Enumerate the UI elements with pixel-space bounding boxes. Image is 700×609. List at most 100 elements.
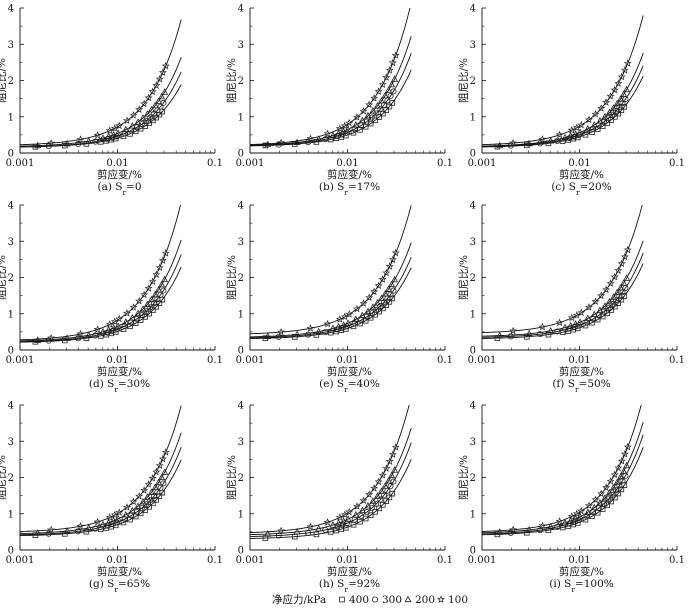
triangle-marker [99,520,107,528]
square-marker [380,501,386,508]
square-marker [137,510,144,517]
chart-panel: 0 1 2 3 4 0.001 0.01 0.1 阻尼比/% 剪应变/%(g) Sr=65% [0,401,223,594]
star-marker [591,495,600,504]
star-marker [323,518,332,526]
star-marker [129,111,138,119]
square-marker [357,518,363,525]
triangle-marker [584,124,592,132]
circle-marker [133,124,140,131]
fit-curve [482,15,644,146]
triangle-marker [329,521,337,528]
circle-marker [387,291,394,298]
triangle-marker [340,517,348,524]
triangle-marker [620,467,628,474]
star-marker [382,73,391,81]
triangle-marker [128,314,136,321]
triangle-marker [143,110,151,117]
triangle-marker [613,288,621,296]
star-marker [370,484,379,492]
x-axis-label: 剪应变/% [559,365,604,378]
fit-curve [20,405,182,532]
triangle-marker [391,275,399,283]
star-marker [110,124,119,132]
triangle-marker [613,99,621,107]
chart-panel: 0 1 2 3 4 0.001 0.01 0.1 阻尼比/% 剪应变/%(e) Sr=40% [225,201,453,394]
circle-marker [92,332,99,339]
triangle-marker [388,280,396,288]
circle-marker [157,103,164,110]
plot-area [482,405,644,538]
triangle-marker [151,483,159,491]
circle-marker [147,497,154,504]
star-marker [614,79,623,87]
star-marker [509,525,518,534]
square-marker [142,507,148,513]
circle-marker [387,93,394,100]
triangle-marker [373,102,381,109]
square-marker [339,596,345,603]
circle-marker [92,525,99,532]
star-marker [572,123,581,132]
triangle-marker [378,487,385,494]
triangle-marker [151,101,159,109]
circle-marker [143,117,150,124]
star-marker [47,333,56,342]
star-marker [597,291,606,300]
star-marker [359,496,368,504]
circle-marker [147,114,154,121]
star-marker [158,256,167,264]
star-marker [93,325,102,333]
circle-marker [537,527,544,534]
triangle-marker [547,136,555,144]
fit-curve [482,405,642,532]
star-marker [591,297,600,305]
y-tick-label: 3 [8,40,14,51]
star-marker [365,490,374,498]
triangle-marker [369,303,377,310]
star-marker [105,126,114,135]
triangle-marker [335,129,343,137]
square-marker [380,110,386,117]
y-tick-label: 0 [238,546,244,557]
chart-panel: 0 1 2 3 4 0.001 0.01 0.1 阻尼比/% 剪应变/%(f) Sr=50% [457,201,685,394]
star-marker [115,508,124,516]
star-marker [614,463,623,472]
triangle-marker [605,297,613,305]
y-tick-label: 1 [238,309,244,320]
triangle-marker [158,92,166,100]
triangle-marker [128,506,136,514]
triangle-marker [378,294,385,302]
x-tick-label: 0.1 [207,555,223,566]
triangle-marker [139,114,147,121]
star-marker [277,138,286,147]
x-tick-label: 0.1 [669,355,685,366]
x-axis-label: 剪应变/% [559,168,604,181]
triangle-marker [155,285,163,293]
star-marker [374,477,383,486]
y-axis-label: 阻尼比/% [457,455,470,500]
circle-marker [377,106,384,113]
triangle-marker [293,330,301,338]
triangle-marker [388,471,396,479]
triangle-marker [85,137,93,144]
triangle-marker [99,327,107,335]
triangle-marker [391,466,399,473]
star-marker [385,262,394,270]
y-tick-label: 4 [238,4,244,15]
y-tick-label: 2 [470,76,476,87]
triangle-marker [161,468,169,475]
star-marker [144,284,153,292]
triangle-marker [584,508,592,515]
square-marker [362,317,369,324]
star-marker [155,263,164,272]
triangle-marker [34,141,42,149]
y-tick-label: 2 [238,273,244,284]
star-marker [345,310,354,318]
chart-panel: 0 1 2 3 4 0.001 0.01 0.1 阻尼比/% 剪应变/%(h) Sr=92% [225,401,453,594]
triangle-marker [114,322,122,329]
star-marker [161,61,170,70]
star-marker [385,66,394,74]
triangle-marker [561,133,569,141]
star-marker [585,303,593,311]
triangle-marker [85,524,93,531]
